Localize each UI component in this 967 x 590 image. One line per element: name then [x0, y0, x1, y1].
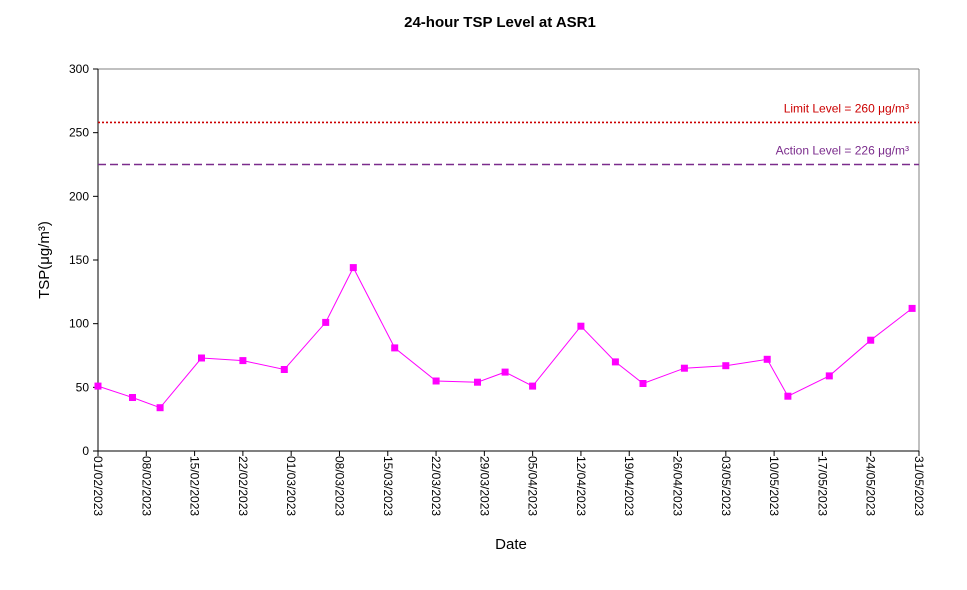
x-axis-title: Date — [495, 536, 527, 553]
x-tick-label: 17/05/2023 — [815, 456, 829, 516]
x-tick-label: 12/04/2023 — [574, 456, 588, 516]
data-point — [322, 318, 330, 326]
reference-line-label: Limit Level = 260 μg/m³ — [784, 101, 909, 115]
data-point — [529, 382, 537, 390]
x-tick-label: 08/02/2023 — [139, 456, 153, 516]
y-tick-label: 200 — [69, 189, 89, 203]
data-point — [239, 357, 247, 365]
x-tick-label: 10/05/2023 — [767, 456, 781, 516]
series-line — [97, 266, 913, 409]
x-tick-label: 01/02/2023 — [91, 456, 105, 516]
y-tick-label: 150 — [69, 253, 89, 267]
data-point — [784, 392, 792, 400]
reference-line-label: Action Level = 226 μg/m³ — [776, 144, 909, 158]
x-tick-label: 31/05/2023 — [912, 456, 926, 516]
data-point — [156, 404, 164, 412]
data-point — [349, 264, 357, 272]
y-axis-title: TSP(μg/m³) — [36, 221, 53, 299]
data-point — [867, 336, 875, 344]
data-point — [432, 377, 440, 385]
data-point — [129, 394, 136, 401]
x-tick-label: 22/03/2023 — [429, 456, 443, 516]
y-tick-label: 0 — [82, 444, 89, 458]
data-point — [501, 368, 509, 376]
chart-title: 24-hour TSP Level at ASR1 — [404, 14, 596, 31]
data-point — [680, 364, 688, 372]
x-tick-label: 24/05/2023 — [864, 456, 878, 516]
data-point — [474, 378, 481, 386]
data-point — [908, 304, 916, 312]
x-tick-label: 15/03/2023 — [381, 456, 395, 516]
y-tick-label: 250 — [69, 126, 89, 140]
y-tick-label: 300 — [69, 62, 89, 76]
data-point — [611, 358, 619, 366]
data-point — [825, 372, 833, 380]
x-tick-label: 29/03/2023 — [477, 456, 491, 516]
y-tick-label: 50 — [76, 380, 90, 394]
data-point — [280, 366, 288, 373]
data-point — [94, 382, 102, 390]
x-tick-label: 19/04/2023 — [622, 456, 636, 516]
x-tick-label: 03/05/2023 — [719, 456, 733, 516]
data-point — [577, 322, 585, 330]
data-point — [391, 344, 399, 352]
plot-area: 0 50 100 150 200 250 300 01/02/2023 08/02/2023 15… — [69, 62, 926, 516]
x-tick-label: 15/02/2023 — [188, 456, 202, 516]
x-tick-label: 22/02/2023 — [236, 456, 250, 516]
data-point — [639, 380, 647, 387]
y-tick-label: 100 — [69, 317, 89, 331]
data-point — [198, 354, 205, 362]
x-tick-label: 01/03/2023 — [284, 456, 298, 516]
x-tick-label: 05/04/2023 — [526, 456, 540, 516]
data-point — [722, 362, 730, 370]
x-tick-label: 08/03/2023 — [332, 456, 346, 516]
x-tick-label: 26/04/2023 — [671, 456, 685, 516]
data-point — [763, 355, 771, 363]
